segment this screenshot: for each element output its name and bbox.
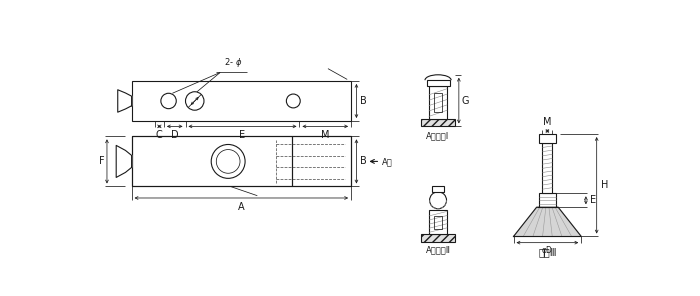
Bar <box>539 193 556 207</box>
Bar <box>421 119 455 126</box>
Text: M: M <box>543 117 552 127</box>
Bar <box>432 186 444 192</box>
Bar <box>435 216 442 229</box>
Bar <box>426 80 449 86</box>
Text: C: C <box>156 130 162 140</box>
Polygon shape <box>116 145 132 177</box>
Circle shape <box>430 192 447 209</box>
Text: φD: φD <box>542 246 553 255</box>
Text: E: E <box>589 195 596 205</box>
Bar <box>132 81 351 121</box>
Bar <box>132 136 351 186</box>
Text: A向: A向 <box>382 157 393 166</box>
Bar <box>542 143 552 193</box>
Polygon shape <box>514 207 581 237</box>
Bar <box>429 210 447 234</box>
Bar <box>429 86 447 119</box>
Bar <box>132 136 292 186</box>
Bar <box>435 93 442 112</box>
Text: G: G <box>462 96 470 106</box>
Text: H: H <box>601 180 608 190</box>
Text: B: B <box>360 96 366 106</box>
Text: 压头Ⅲ: 压头Ⅲ <box>538 247 557 257</box>
Polygon shape <box>118 90 132 112</box>
Bar <box>292 136 351 186</box>
Text: A: A <box>238 202 244 212</box>
Text: 2- $\phi$: 2- $\phi$ <box>224 56 242 69</box>
Bar <box>539 134 556 143</box>
Bar <box>421 234 455 242</box>
Text: M: M <box>321 130 330 140</box>
Text: A向压头Ⅱ: A向压头Ⅱ <box>426 246 451 255</box>
Text: A向压头Ⅰ: A向压头Ⅰ <box>426 131 449 140</box>
Text: D: D <box>171 130 178 140</box>
Text: F: F <box>99 156 104 166</box>
Text: E: E <box>239 130 246 140</box>
Text: B: B <box>360 156 366 166</box>
